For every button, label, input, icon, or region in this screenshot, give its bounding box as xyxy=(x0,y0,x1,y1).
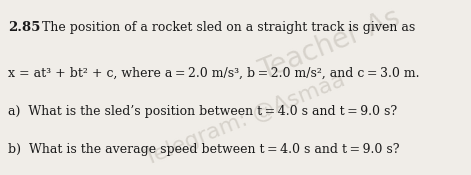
Text: The position of a rocket sled on a straight track is given as: The position of a rocket sled on a strai… xyxy=(42,21,415,34)
Text: b)  What is the average speed between t = 4.0 s and t = 9.0 s?: b) What is the average speed between t =… xyxy=(8,144,400,156)
Text: x = at³ + bt² + c, where a = 2.0 m/s³, b = 2.0 m/s², and c = 3.0 m.: x = at³ + bt² + c, where a = 2.0 m/s³, b… xyxy=(8,66,420,79)
Text: a)  What is the sled’s position between t = 4.0 s and t = 9.0 s?: a) What is the sled’s position between t… xyxy=(8,105,398,118)
Text: Teacher As: Teacher As xyxy=(255,4,405,86)
Text: Telegram: @Asmaa: Telegram: @Asmaa xyxy=(142,70,348,169)
Text: 2.85: 2.85 xyxy=(8,21,41,34)
